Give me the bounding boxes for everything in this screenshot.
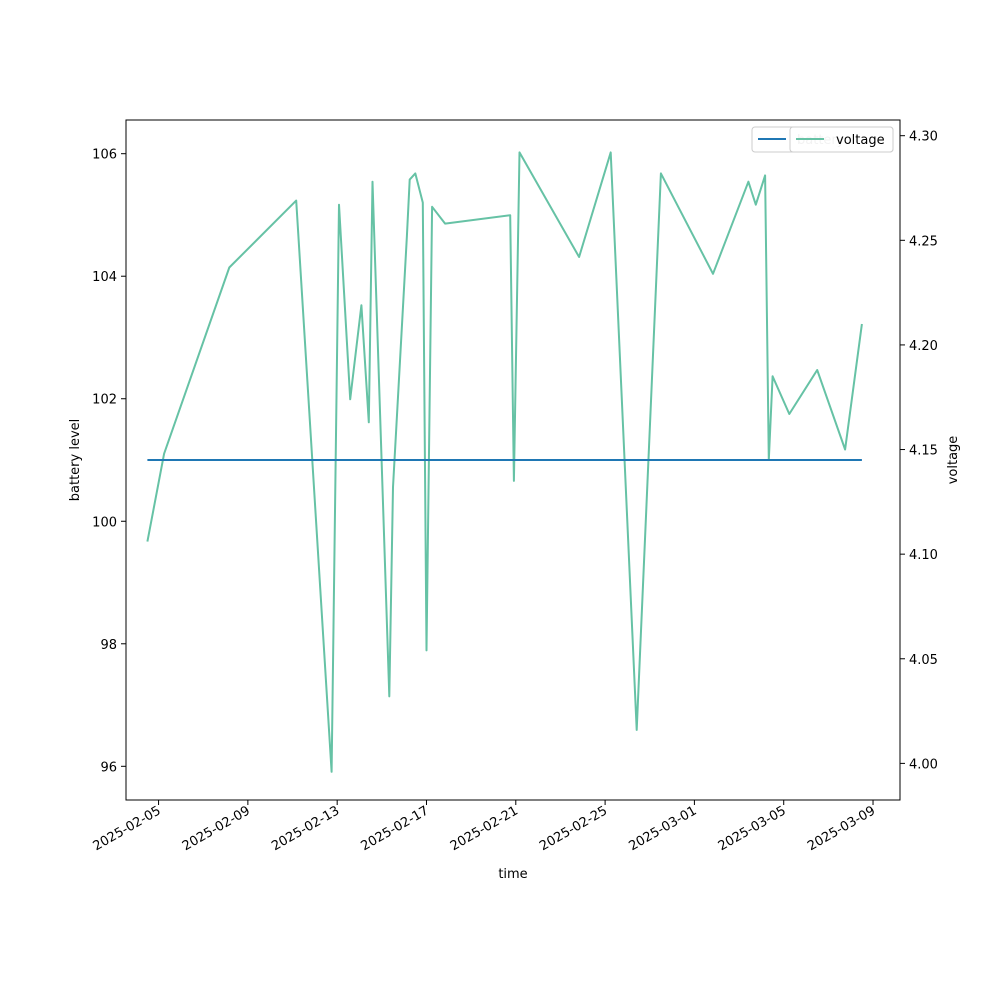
y-right-tick-label: 4.25 — [909, 234, 938, 249]
x-axis-label: time — [498, 867, 527, 882]
y-right-tick-label: 4.20 — [909, 339, 938, 354]
plot-frame — [125, 119, 901, 801]
series-line-voltage — [146, 151, 863, 773]
y-axis-right-label: voltage — [946, 436, 961, 485]
legend-voltage: voltage — [789, 126, 894, 153]
y-right-tick-label: 4.10 — [909, 548, 938, 563]
y-right-tick-label: 4.15 — [909, 444, 938, 459]
y-left-tick-label: 98 — [100, 638, 117, 653]
y-left-tick-label: 100 — [92, 515, 117, 530]
y-axis-left-label: battery level — [68, 419, 83, 502]
y-left-tick-label: 106 — [92, 148, 117, 163]
y-right-tick-label: 4.05 — [909, 653, 938, 668]
y-right-tick-label: 4.30 — [909, 130, 938, 145]
legend-voltage-text: voltage — [836, 133, 885, 148]
y-left-tick-label: 104 — [92, 270, 117, 285]
series-layer — [146, 151, 863, 773]
legend-voltage-box — [789, 126, 894, 153]
y-left-tick-label: 102 — [92, 393, 117, 408]
y-left-tick-label: 96 — [100, 760, 117, 775]
y-right-tick-label: 4.00 — [909, 757, 938, 772]
